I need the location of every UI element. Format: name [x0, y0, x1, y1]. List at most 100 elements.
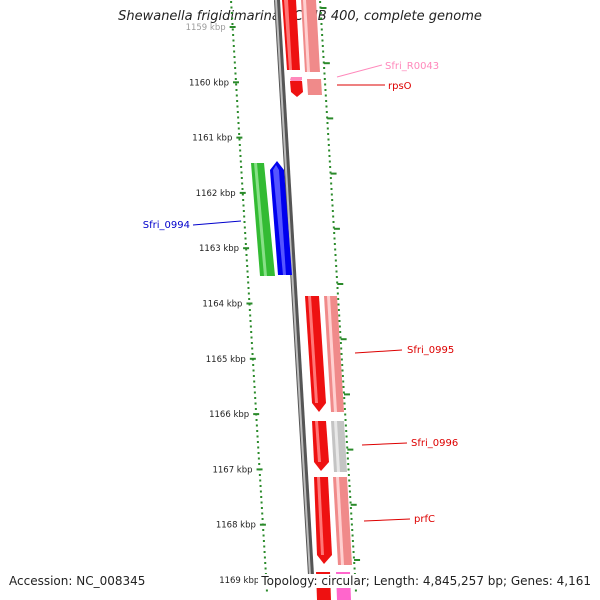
left-track-dot	[256, 441, 259, 443]
gene-sfri-0994-blue[interactable]	[270, 161, 292, 275]
left-track-dot	[238, 138, 241, 141]
left-track-dot	[236, 111, 239, 113]
left-track-dot	[242, 204, 245, 207]
gene-sfri-0995[interactable]	[305, 296, 344, 412]
right-track-dot	[334, 259, 337, 262]
left-track-dot	[237, 116, 240, 119]
left-track-dot	[243, 226, 246, 229]
right-track-dot	[333, 237, 336, 240]
right-track-dot	[342, 386, 345, 388]
right-track-dot	[342, 380, 345, 383]
right-track-dot	[351, 540, 354, 542]
left-track-dot	[236, 105, 239, 108]
kbp-tick-label: 1162 kbp	[196, 189, 236, 199]
right-track-dot	[343, 397, 346, 399]
right-track-dot	[337, 303, 340, 306]
label-sfri-0994[interactable]: Sfri_0994	[143, 220, 190, 231]
left-track-dot	[260, 496, 263, 498]
kbp-tick-label: 1163 kbp	[199, 244, 239, 254]
right-track-dot	[320, 23, 323, 25]
gene-prfc[interactable]	[314, 477, 352, 565]
right-track-dot	[351, 534, 354, 537]
right-track-dot	[331, 210, 334, 212]
kbp-tick-label: 1169 kbp	[219, 576, 259, 586]
right-track-dot	[332, 221, 335, 223]
right-track-dot	[341, 375, 344, 377]
right-track-dot	[327, 144, 330, 146]
left-dotted-track	[230, 1, 268, 592]
right-track-dot	[334, 254, 337, 256]
left-track-dot	[243, 215, 246, 218]
left-track-dot	[259, 490, 262, 493]
left-track-dot	[235, 89, 238, 91]
kbp-tick-label: 1165 kbp	[206, 355, 246, 365]
left-track-dot	[253, 391, 256, 394]
left-track-dot	[252, 369, 255, 372]
left-track-dot	[258, 474, 261, 476]
right-track-dot	[328, 160, 331, 163]
right-track-dot	[341, 364, 344, 366]
left-track-dot	[246, 270, 249, 273]
left-track-dot	[234, 72, 237, 75]
gene-sfri-0996[interactable]	[312, 421, 347, 472]
leader-prfc	[363, 518, 411, 522]
label-sfri-0996[interactable]: Sfri_0996	[411, 438, 458, 449]
left-track-dot	[233, 56, 236, 58]
left-track-dot	[257, 457, 260, 460]
label-sfri-r0043[interactable]: Sfri_R0043	[385, 61, 439, 72]
left-track-dot	[237, 127, 240, 130]
left-track-dot	[258, 463, 261, 465]
left-track-dot	[250, 331, 253, 333]
left-track-dot	[250, 336, 253, 339]
left-track-dot	[261, 512, 264, 515]
left-track-dot	[255, 419, 258, 421]
right-dotted-track	[319, 1, 361, 592]
gene-sfri-0994-green[interactable]	[251, 163, 275, 276]
left-track-dot	[232, 34, 235, 36]
gene-top-light[interactable]	[301, 0, 320, 72]
right-track-dot	[325, 100, 328, 102]
right-track-dot	[333, 232, 336, 234]
right-track-dot	[349, 496, 352, 498]
left-track-dot	[238, 144, 241, 146]
left-track-dot	[231, 28, 234, 31]
left-track-dot	[237, 122, 240, 124]
leader-sfri-r0043	[336, 64, 383, 78]
label-prfc[interactable]: prfC	[414, 514, 435, 525]
label-sfri-0995[interactable]: Sfri_0995	[407, 345, 454, 356]
right-track-dot	[336, 292, 339, 295]
label-rpso[interactable]: rpsO	[388, 81, 412, 92]
right-track-dot	[352, 556, 355, 559]
right-track-dot	[349, 501, 352, 504]
right-track-dot	[350, 518, 353, 520]
right-track-dot	[347, 474, 350, 476]
right-track-dot	[330, 193, 333, 196]
left-track-dot	[239, 155, 242, 157]
gene-top-red[interactable]	[282, 0, 300, 70]
right-track-dot	[323, 78, 326, 80]
right-track-dot	[350, 512, 353, 515]
right-track-dot	[353, 562, 356, 564]
left-track-dot	[260, 507, 263, 509]
kbp-tick-label: 1160 kbp	[189, 78, 229, 88]
left-track-dot	[242, 210, 245, 212]
gene-sfri-r0043[interactable]	[290, 77, 302, 84]
kbp-tick-label: 1167 kbp	[212, 465, 252, 475]
left-track-dot	[238, 133, 241, 135]
left-track-dot	[264, 567, 267, 570]
right-track-dot	[327, 133, 330, 135]
left-track-dot	[249, 320, 252, 322]
left-track-dot	[246, 265, 249, 267]
right-track-dot	[330, 188, 333, 190]
right-track-dot	[321, 45, 324, 47]
left-track-dot	[249, 314, 252, 317]
left-track-dot	[254, 397, 257, 399]
right-track-dot	[346, 446, 349, 449]
gene-rpso[interactable]	[290, 79, 322, 97]
left-track-dot	[265, 589, 268, 592]
left-track-dot	[230, 6, 233, 9]
left-track-dot	[256, 435, 259, 438]
right-track-dot	[334, 248, 337, 251]
leader-sfri-0994	[192, 220, 242, 226]
